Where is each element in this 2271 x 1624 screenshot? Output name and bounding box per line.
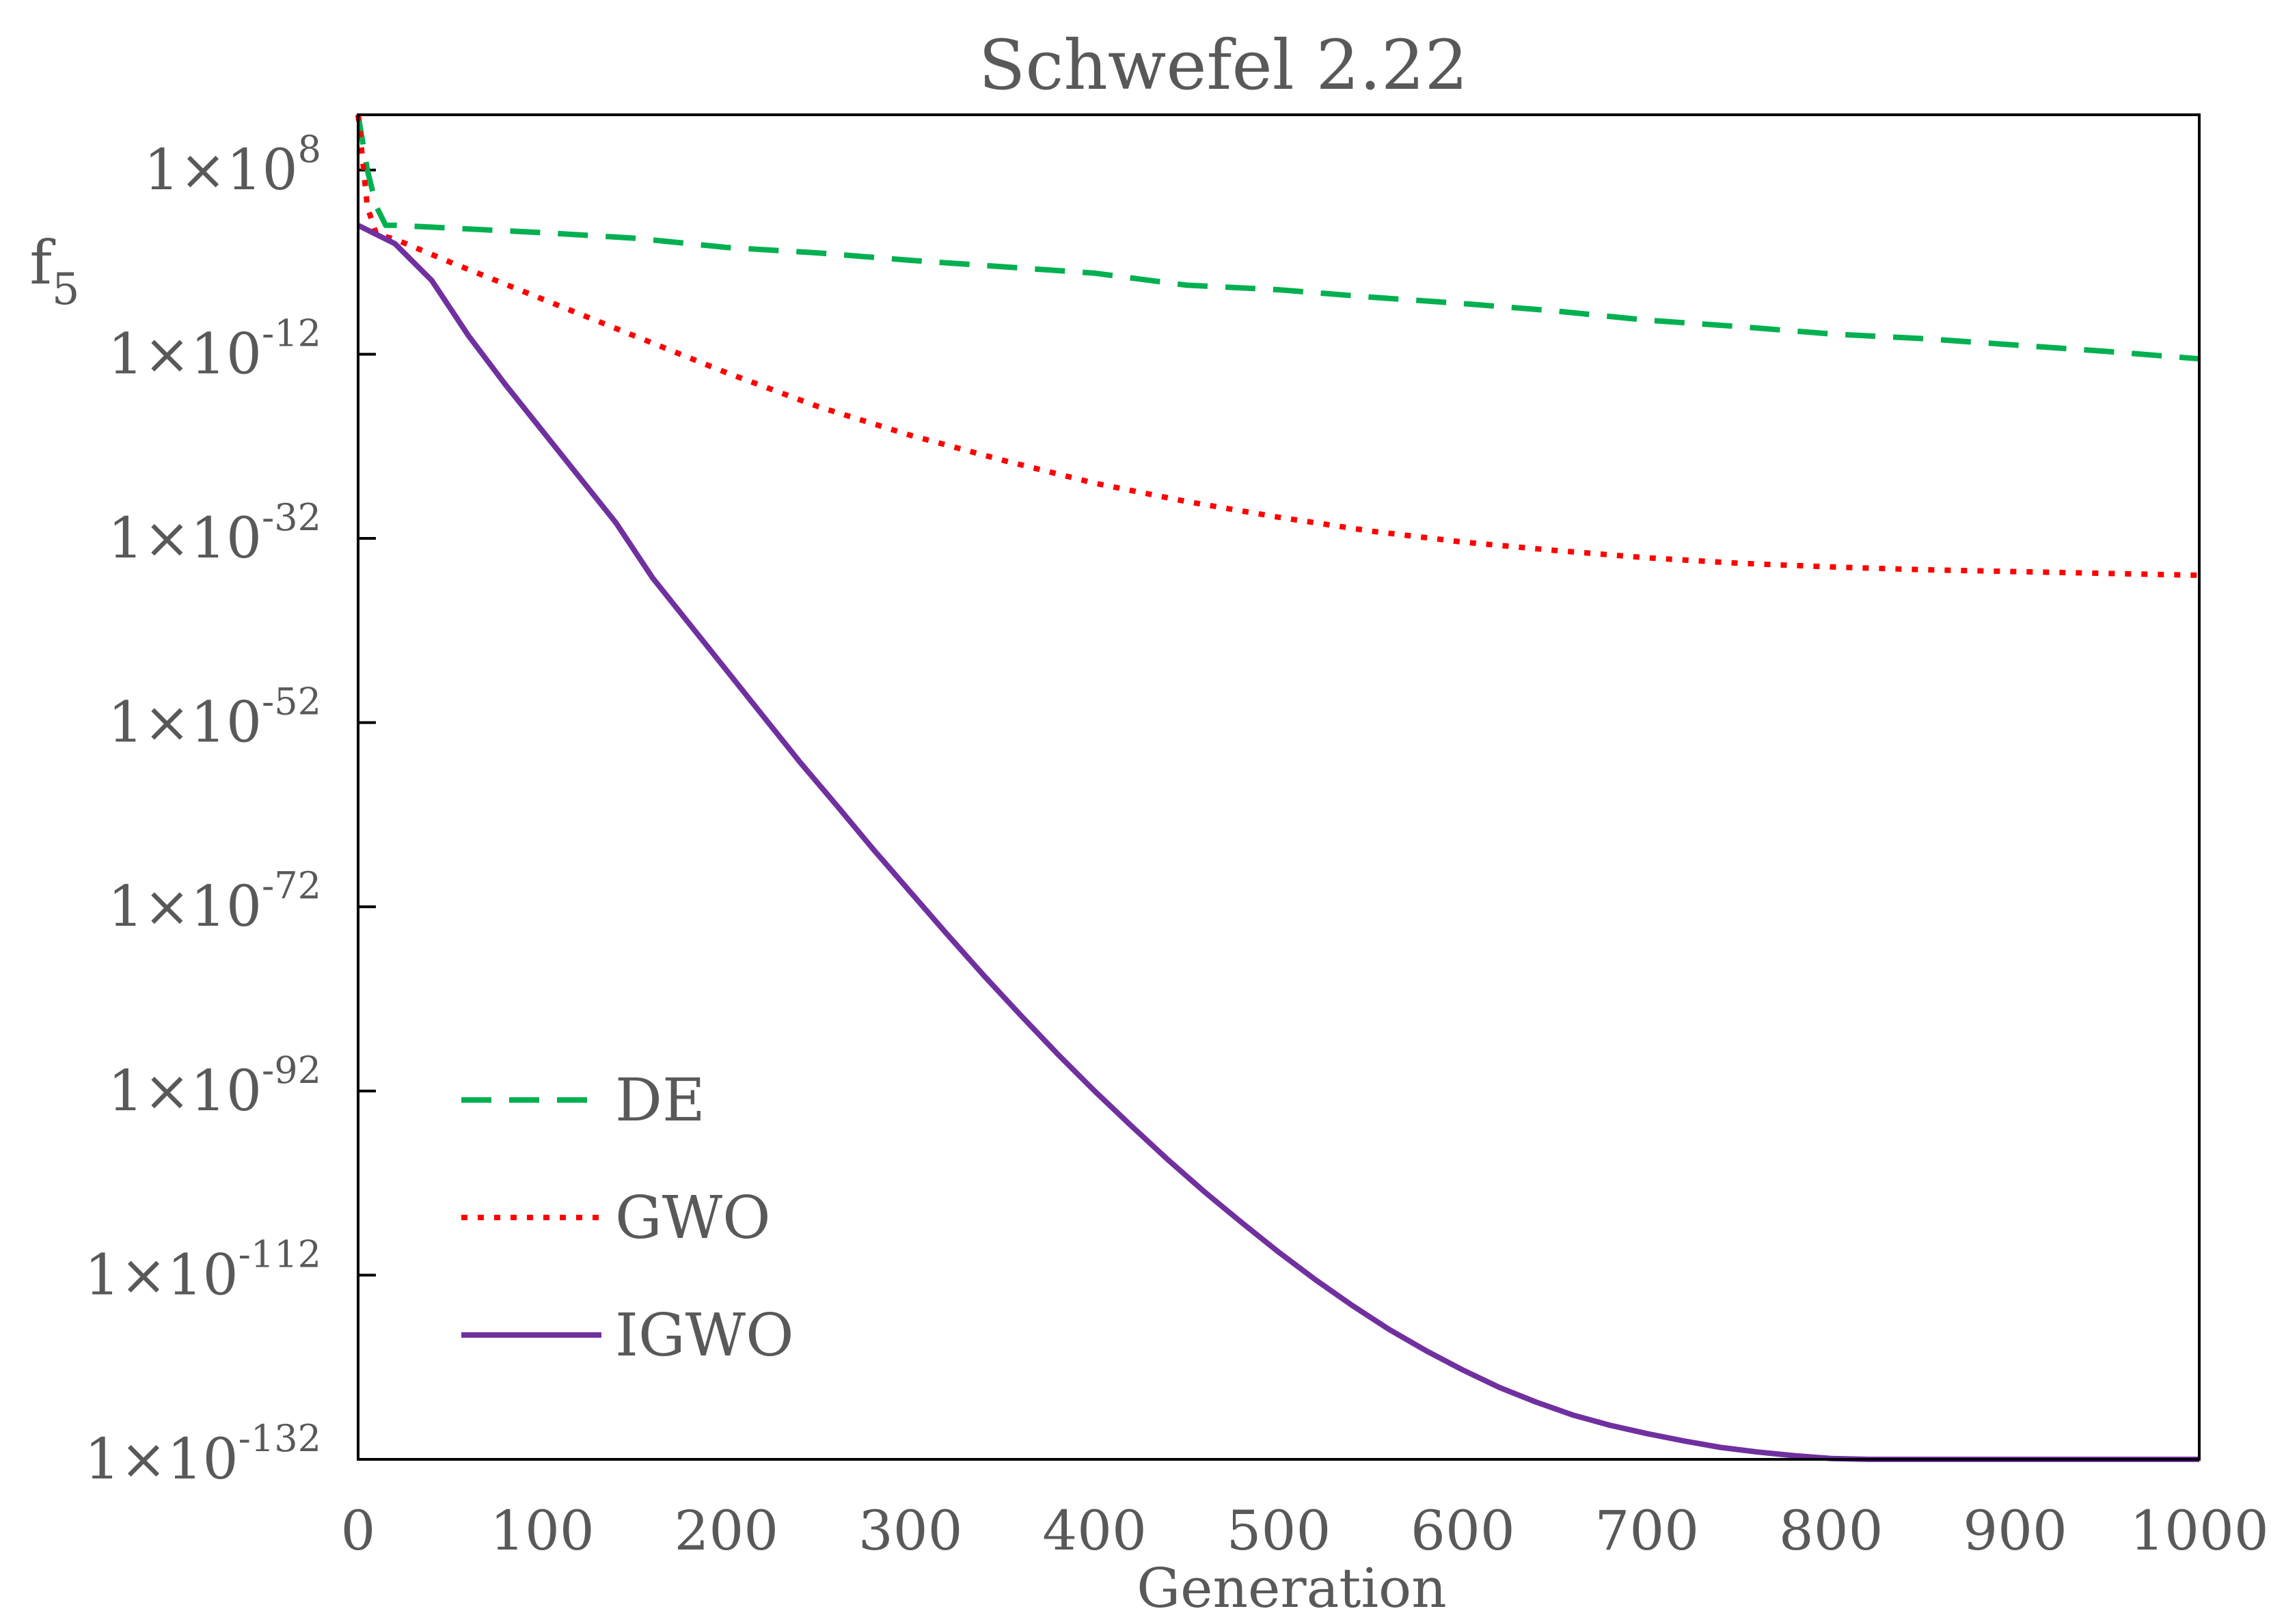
y-tick-base: 1×10 bbox=[108, 875, 262, 939]
y-axis-label: f5 bbox=[29, 228, 79, 315]
y-tick-label: 1×10-92 bbox=[108, 1049, 321, 1124]
legend-label-igwo: IGWO bbox=[615, 1302, 794, 1370]
y-tick-exponent: 8 bbox=[298, 128, 321, 171]
x-tick-label: 900 bbox=[1963, 1499, 2067, 1563]
chart-title: Schwefel 2.22 bbox=[979, 25, 1468, 105]
y-tick-exponent: -32 bbox=[262, 496, 321, 539]
x-tick-label: 400 bbox=[1042, 1499, 1147, 1563]
x-tick-label: 800 bbox=[1779, 1499, 1884, 1563]
series-line-gwo bbox=[355, 114, 2200, 578]
x-tick-labels: 0 100 200 300 400 500 600 700 800 900 1000 bbox=[341, 1499, 2269, 1563]
y-axis-label-base: f bbox=[29, 228, 55, 298]
y-tick-label: 1×10-52 bbox=[108, 680, 321, 756]
y-tick-exponent: -72 bbox=[262, 864, 321, 907]
x-tick-label: 0 bbox=[341, 1499, 376, 1563]
y-tick-label: 1×108 bbox=[144, 128, 321, 203]
series-line-de bbox=[355, 114, 2200, 362]
series-lines bbox=[355, 114, 2200, 1462]
y-tick-exponent: -12 bbox=[262, 312, 321, 355]
y-tick-exponent: -112 bbox=[239, 1233, 321, 1276]
x-tick-label: 100 bbox=[490, 1499, 595, 1563]
legend: DE GWO IGWO bbox=[461, 1066, 794, 1370]
x-axis-label: Generation bbox=[1137, 1556, 1446, 1620]
y-tick-exponent: -132 bbox=[239, 1417, 321, 1460]
y-tick-marks bbox=[358, 168, 376, 1461]
x-tick-label: 500 bbox=[1227, 1499, 1331, 1563]
y-tick-label: 1×10-112 bbox=[84, 1233, 321, 1308]
x-tick-label: 600 bbox=[1411, 1499, 1515, 1563]
y-tick-exponent: -52 bbox=[262, 680, 321, 724]
x-tick-label: 1000 bbox=[2130, 1499, 2269, 1563]
x-tick-label: 700 bbox=[1594, 1499, 1699, 1563]
y-tick-base: 1×10 bbox=[108, 1059, 262, 1124]
y-tick-labels: 1×1081×10-121×10-321×10-521×10-721×10-92… bbox=[84, 128, 321, 1492]
y-axis-label-subscript: 5 bbox=[52, 264, 80, 315]
legend-label-de: DE bbox=[615, 1066, 705, 1135]
x-tick-label: 300 bbox=[858, 1499, 963, 1563]
y-tick-label: 1×10-12 bbox=[108, 312, 321, 387]
y-tick-base: 1×10 bbox=[84, 1427, 238, 1492]
y-tick-base: 1×10 bbox=[84, 1243, 238, 1308]
y-tick-label: 1×10-132 bbox=[84, 1417, 321, 1492]
legend-label-gwo: GWO bbox=[615, 1184, 771, 1252]
y-tick-base: 1×10 bbox=[108, 691, 262, 756]
plot-frame bbox=[357, 113, 2201, 1461]
x-tick-label: 200 bbox=[674, 1499, 778, 1563]
y-tick-exponent: -92 bbox=[262, 1049, 321, 1092]
y-tick-label: 1×10-72 bbox=[108, 864, 321, 939]
y-tick-label: 1×10-32 bbox=[108, 496, 321, 571]
y-tick-base: 1×10 bbox=[144, 138, 297, 203]
series-line-igwo bbox=[357, 223, 2199, 1462]
y-tick-base: 1×10 bbox=[108, 322, 262, 387]
y-tick-base: 1×10 bbox=[108, 506, 262, 571]
